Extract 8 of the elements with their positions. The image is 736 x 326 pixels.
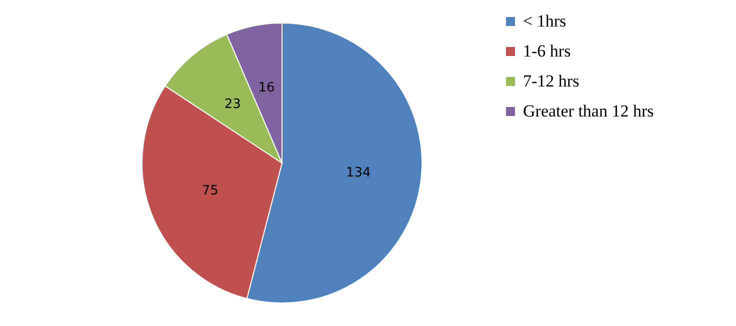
data-label: 75 bbox=[202, 184, 218, 199]
legend-label: 7-12 hrs bbox=[523, 72, 580, 90]
data-label: 23 bbox=[224, 96, 241, 112]
data-label: 16 bbox=[258, 80, 275, 96]
legend-label: Greater than 12 hrs bbox=[523, 102, 654, 120]
data-label: 134 bbox=[346, 166, 371, 181]
legend-label: 1-6 hrs bbox=[523, 42, 571, 60]
legend-label: < 1hrs bbox=[523, 12, 566, 30]
